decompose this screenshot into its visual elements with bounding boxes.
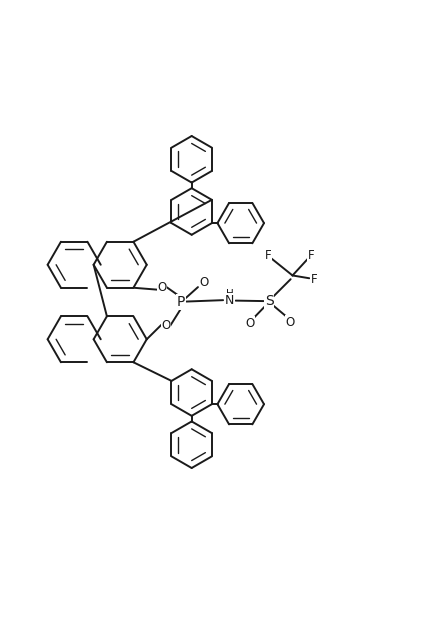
Text: O: O [157, 281, 166, 294]
Text: N: N [225, 294, 234, 307]
Text: F: F [311, 273, 317, 286]
Text: H: H [226, 289, 233, 298]
Text: S: S [265, 294, 273, 308]
Text: O: O [162, 319, 170, 332]
Text: O: O [199, 276, 208, 289]
Text: F: F [265, 250, 272, 263]
Text: O: O [286, 316, 295, 329]
Text: F: F [308, 250, 314, 263]
Text: O: O [245, 317, 254, 330]
Text: P: P [176, 295, 185, 309]
